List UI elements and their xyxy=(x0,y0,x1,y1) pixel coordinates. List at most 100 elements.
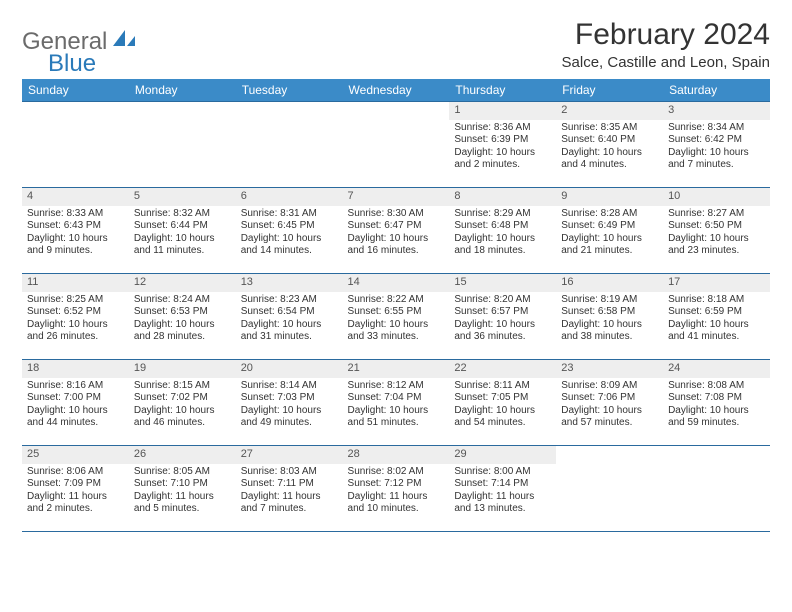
day-cell-9: 9Sunrise: 8:28 AMSunset: 6:49 PMDaylight… xyxy=(556,188,663,274)
sunrise-line: Sunrise: 8:22 AM xyxy=(348,294,445,307)
daylight-line: Daylight: 11 hours and 7 minutes. xyxy=(241,491,338,516)
sunrise-line: Sunrise: 8:08 AM xyxy=(668,380,765,393)
sunset-line: Sunset: 7:06 PM xyxy=(561,392,658,405)
day-body: Sunrise: 8:27 AMSunset: 6:50 PMDaylight:… xyxy=(663,206,770,262)
day-cell-29: 29Sunrise: 8:00 AMSunset: 7:14 PMDayligh… xyxy=(449,446,556,532)
daylight-line: Daylight: 10 hours and 21 minutes. xyxy=(561,233,658,258)
week-row: 11Sunrise: 8:25 AMSunset: 6:52 PMDayligh… xyxy=(22,274,770,360)
empty-cell xyxy=(343,102,450,188)
day-number: 26 xyxy=(129,446,236,464)
day-number: 5 xyxy=(129,188,236,206)
daylight-line: Daylight: 10 hours and 16 minutes. xyxy=(348,233,445,258)
sunrise-line: Sunrise: 8:32 AM xyxy=(134,208,231,221)
day-body: Sunrise: 8:02 AMSunset: 7:12 PMDaylight:… xyxy=(343,464,450,520)
day-number: 9 xyxy=(556,188,663,206)
day-cell-22: 22Sunrise: 8:11 AMSunset: 7:05 PMDayligh… xyxy=(449,360,556,446)
sunset-line: Sunset: 7:00 PM xyxy=(27,392,124,405)
sunrise-line: Sunrise: 8:06 AM xyxy=(27,466,124,479)
day-number: 13 xyxy=(236,274,343,292)
sunset-line: Sunset: 6:52 PM xyxy=(27,306,124,319)
day-body: Sunrise: 8:16 AMSunset: 7:00 PMDaylight:… xyxy=(22,378,129,434)
calendar-table: SundayMondayTuesdayWednesdayThursdayFrid… xyxy=(22,79,770,532)
daylight-line: Daylight: 10 hours and 33 minutes. xyxy=(348,319,445,344)
sunrise-line: Sunrise: 8:16 AM xyxy=(27,380,124,393)
day-number: 20 xyxy=(236,360,343,378)
day-body: Sunrise: 8:33 AMSunset: 6:43 PMDaylight:… xyxy=(22,206,129,262)
daylight-line: Daylight: 10 hours and 23 minutes. xyxy=(668,233,765,258)
week-row: 4Sunrise: 8:33 AMSunset: 6:43 PMDaylight… xyxy=(22,188,770,274)
day-number: 11 xyxy=(22,274,129,292)
day-cell-20: 20Sunrise: 8:14 AMSunset: 7:03 PMDayligh… xyxy=(236,360,343,446)
sunset-line: Sunset: 6:48 PM xyxy=(454,220,551,233)
daylight-line: Daylight: 10 hours and 41 minutes. xyxy=(668,319,765,344)
sunset-line: Sunset: 7:12 PM xyxy=(348,478,445,491)
day-body: Sunrise: 8:32 AMSunset: 6:44 PMDaylight:… xyxy=(129,206,236,262)
sunrise-line: Sunrise: 8:36 AM xyxy=(454,122,551,135)
sunset-line: Sunset: 7:14 PM xyxy=(454,478,551,491)
sunrise-line: Sunrise: 8:34 AM xyxy=(668,122,765,135)
sunrise-line: Sunrise: 8:12 AM xyxy=(348,380,445,393)
day-body: Sunrise: 8:05 AMSunset: 7:10 PMDaylight:… xyxy=(129,464,236,520)
sunset-line: Sunset: 6:50 PM xyxy=(668,220,765,233)
day-number: 7 xyxy=(343,188,450,206)
sunset-line: Sunset: 6:45 PM xyxy=(241,220,338,233)
day-number: 6 xyxy=(236,188,343,206)
daylight-line: Daylight: 11 hours and 2 minutes. xyxy=(27,491,124,516)
day-cell-12: 12Sunrise: 8:24 AMSunset: 6:53 PMDayligh… xyxy=(129,274,236,360)
daylight-line: Daylight: 10 hours and 46 minutes. xyxy=(134,405,231,430)
day-body: Sunrise: 8:28 AMSunset: 6:49 PMDaylight:… xyxy=(556,206,663,262)
day-number: 3 xyxy=(663,102,770,120)
day-body: Sunrise: 8:23 AMSunset: 6:54 PMDaylight:… xyxy=(236,292,343,348)
day-number: 10 xyxy=(663,188,770,206)
day-header-friday: Friday xyxy=(556,79,663,102)
day-body: Sunrise: 8:11 AMSunset: 7:05 PMDaylight:… xyxy=(449,378,556,434)
sunrise-line: Sunrise: 8:18 AM xyxy=(668,294,765,307)
day-cell-24: 24Sunrise: 8:08 AMSunset: 7:08 PMDayligh… xyxy=(663,360,770,446)
day-number: 25 xyxy=(22,446,129,464)
day-header-thursday: Thursday xyxy=(449,79,556,102)
sunrise-line: Sunrise: 8:00 AM xyxy=(454,466,551,479)
sunset-line: Sunset: 6:43 PM xyxy=(27,220,124,233)
sunset-line: Sunset: 7:10 PM xyxy=(134,478,231,491)
day-cell-16: 16Sunrise: 8:19 AMSunset: 6:58 PMDayligh… xyxy=(556,274,663,360)
sunrise-line: Sunrise: 8:33 AM xyxy=(27,208,124,221)
sunrise-line: Sunrise: 8:29 AM xyxy=(454,208,551,221)
day-cell-28: 28Sunrise: 8:02 AMSunset: 7:12 PMDayligh… xyxy=(343,446,450,532)
daylight-line: Daylight: 11 hours and 10 minutes. xyxy=(348,491,445,516)
daylight-line: Daylight: 10 hours and 11 minutes. xyxy=(134,233,231,258)
empty-cell xyxy=(129,102,236,188)
sunrise-line: Sunrise: 8:30 AM xyxy=(348,208,445,221)
week-row: 25Sunrise: 8:06 AMSunset: 7:09 PMDayligh… xyxy=(22,446,770,532)
day-body: Sunrise: 8:09 AMSunset: 7:06 PMDaylight:… xyxy=(556,378,663,434)
calendar-page: General Blue February 2024 Salce, Castil… xyxy=(0,0,792,612)
day-body: Sunrise: 8:31 AMSunset: 6:45 PMDaylight:… xyxy=(236,206,343,262)
sunrise-line: Sunrise: 8:24 AM xyxy=(134,294,231,307)
day-number: 28 xyxy=(343,446,450,464)
day-cell-7: 7Sunrise: 8:30 AMSunset: 6:47 PMDaylight… xyxy=(343,188,450,274)
sunset-line: Sunset: 6:53 PM xyxy=(134,306,231,319)
day-cell-18: 18Sunrise: 8:16 AMSunset: 7:00 PMDayligh… xyxy=(22,360,129,446)
empty-cell xyxy=(663,446,770,532)
day-cell-17: 17Sunrise: 8:18 AMSunset: 6:59 PMDayligh… xyxy=(663,274,770,360)
calendar-body: 1Sunrise: 8:36 AMSunset: 6:39 PMDaylight… xyxy=(22,102,770,532)
sunrise-line: Sunrise: 8:02 AM xyxy=(348,466,445,479)
sunrise-line: Sunrise: 8:05 AM xyxy=(134,466,231,479)
day-header-saturday: Saturday xyxy=(663,79,770,102)
sunrise-line: Sunrise: 8:14 AM xyxy=(241,380,338,393)
day-number: 22 xyxy=(449,360,556,378)
sunset-line: Sunset: 7:09 PM xyxy=(27,478,124,491)
sunset-line: Sunset: 6:55 PM xyxy=(348,306,445,319)
day-body: Sunrise: 8:36 AMSunset: 6:39 PMDaylight:… xyxy=(449,120,556,176)
day-body: Sunrise: 8:22 AMSunset: 6:55 PMDaylight:… xyxy=(343,292,450,348)
daylight-line: Daylight: 10 hours and 59 minutes. xyxy=(668,405,765,430)
daylight-line: Daylight: 10 hours and 26 minutes. xyxy=(27,319,124,344)
sunrise-line: Sunrise: 8:11 AM xyxy=(454,380,551,393)
sunset-line: Sunset: 7:04 PM xyxy=(348,392,445,405)
sunset-line: Sunset: 6:57 PM xyxy=(454,306,551,319)
sunrise-line: Sunrise: 8:15 AM xyxy=(134,380,231,393)
day-number: 21 xyxy=(343,360,450,378)
day-number: 1 xyxy=(449,102,556,120)
day-body: Sunrise: 8:29 AMSunset: 6:48 PMDaylight:… xyxy=(449,206,556,262)
sunrise-line: Sunrise: 8:35 AM xyxy=(561,122,658,135)
day-body: Sunrise: 8:18 AMSunset: 6:59 PMDaylight:… xyxy=(663,292,770,348)
